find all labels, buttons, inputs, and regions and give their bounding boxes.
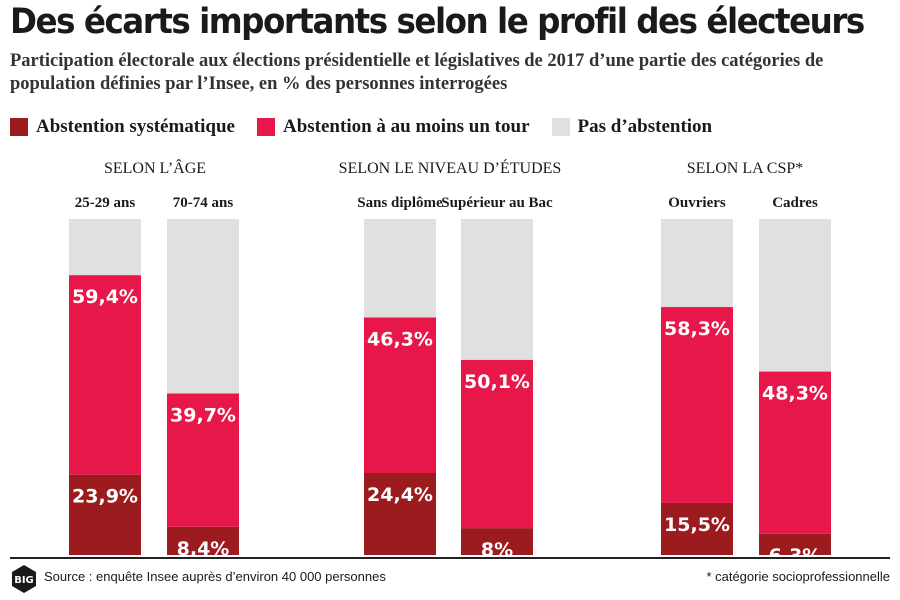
- legend-swatch-no-abstention: [551, 118, 570, 136]
- svg-text:BIG: BIG: [14, 575, 34, 586]
- bar-segment-cadres-abstention-a-au-moins-un-tour: [759, 371, 831, 534]
- bar-segment-sans-diplome-abstention-systematique: [364, 473, 436, 555]
- bar-segment-superieur-au-bac-pas-d-abstention: [461, 219, 533, 360]
- legend-item-one-round: Abstention à au moins un tour: [256, 116, 530, 138]
- legend-item-no-abstention: Pas d’abstention: [551, 116, 713, 138]
- bar-segment-ouvriers-pas-d-abstention: [661, 219, 733, 308]
- data-label-70-74-ans-abstention-a-au-moins-un-tour: 39,7%: [170, 404, 236, 426]
- data-label-sans-diplome-abstention-systematique: 24,4%: [367, 484, 433, 506]
- chart-subtitle: Participation électorale aux élections p…: [10, 51, 824, 94]
- bar-segment-superieur-au-bac-abstention-a-au-moins-un-tour: [461, 359, 533, 529]
- bar-segment-ouvriers-abstention-systematique: [661, 502, 733, 555]
- legend-label-no-abstention: Pas d’abstention: [577, 116, 713, 137]
- bar-segment-70-74-ans-pas-d-abstention: [167, 219, 239, 394]
- category-label-25-29-ans: 25-29 ans: [75, 195, 136, 211]
- bar-segment-70-74-ans-abstention-systematique: [167, 526, 239, 555]
- category-label-ouvriers: Ouvriers: [668, 195, 726, 211]
- bar-segment-superieur-au-bac-abstention-systematique: [461, 528, 533, 555]
- category-label-sans-diplome: Sans diplôme: [357, 195, 443, 211]
- footer-divider: [10, 557, 890, 559]
- chart-title: Des écarts importants selon le profil de…: [10, 2, 865, 42]
- bar-segment-25-29-ans-abstention-a-au-moins-un-tour: [69, 275, 141, 475]
- bar-segment-25-29-ans-pas-d-abstention: [69, 219, 141, 276]
- data-label-cadres-abstention-a-au-moins-un-tour: 48,3%: [762, 383, 828, 405]
- bar-segment-sans-diplome-abstention-a-au-moins-un-tour: [364, 317, 436, 474]
- category-label-superieur-au-bac: Supérieur au Bac: [441, 195, 553, 211]
- group-title-education: SELON LE NIVEAU D’ÉTUDES: [338, 160, 562, 177]
- data-label-ouvriers-abstention-a-au-moins-un-tour: 58,3%: [664, 318, 730, 340]
- legend-label-one-round: Abstention à au moins un tour: [282, 116, 530, 137]
- data-label-sans-diplome-abstention-a-au-moins-un-tour: 46,3%: [367, 328, 433, 350]
- legend-label-systematic: Abstention systématique: [36, 116, 235, 137]
- group-title-age: SELON L’ÂGE: [103, 160, 207, 177]
- bar-segment-25-29-ans-abstention-systematique: [69, 474, 141, 555]
- category-label-70-74-ans: 70-74 ans: [173, 195, 234, 211]
- source-note: Source : enquête Insee auprès d’environ …: [44, 569, 386, 584]
- data-label-cadres-abstention-systematique: 6,3%: [769, 545, 822, 567]
- data-label-70-74-ans-abstention-systematique: 8,4%: [177, 538, 230, 560]
- data-label-superieur-au-bac-abstention-systematique: 8%: [481, 539, 513, 561]
- bar-segment-cadres-pas-d-abstention: [759, 219, 831, 372]
- legend: Abstention systématique Abstention à au …: [10, 115, 734, 139]
- bar-segment-sans-diplome-pas-d-abstention: [364, 219, 436, 318]
- data-label-25-29-ans-abstention-systematique: 23,9%: [72, 486, 138, 508]
- bar-segment-ouvriers-abstention-a-au-moins-un-tour: [661, 307, 733, 503]
- data-label-25-29-ans-abstention-a-au-moins-un-tour: 59,4%: [72, 286, 138, 308]
- logo: BIG: [12, 565, 36, 593]
- group-title-csp: SELON LA CSP*: [686, 160, 804, 177]
- legend-item-systematic: Abstention systématique: [10, 116, 235, 138]
- footnote: * catégorie socioprofessionnelle: [706, 569, 890, 584]
- bar-segment-70-74-ans-abstention-a-au-moins-un-tour: [167, 393, 239, 527]
- category-label-cadres: Cadres: [772, 195, 818, 211]
- legend-swatch-systematic: [10, 118, 28, 136]
- bar-segment-cadres-abstention-systematique: [759, 533, 831, 555]
- legend-swatch-one-round: [256, 118, 275, 136]
- data-label-superieur-au-bac-abstention-a-au-moins-un-tour: 50,1%: [464, 371, 530, 393]
- data-label-ouvriers-abstention-systematique: 15,5%: [664, 514, 730, 536]
